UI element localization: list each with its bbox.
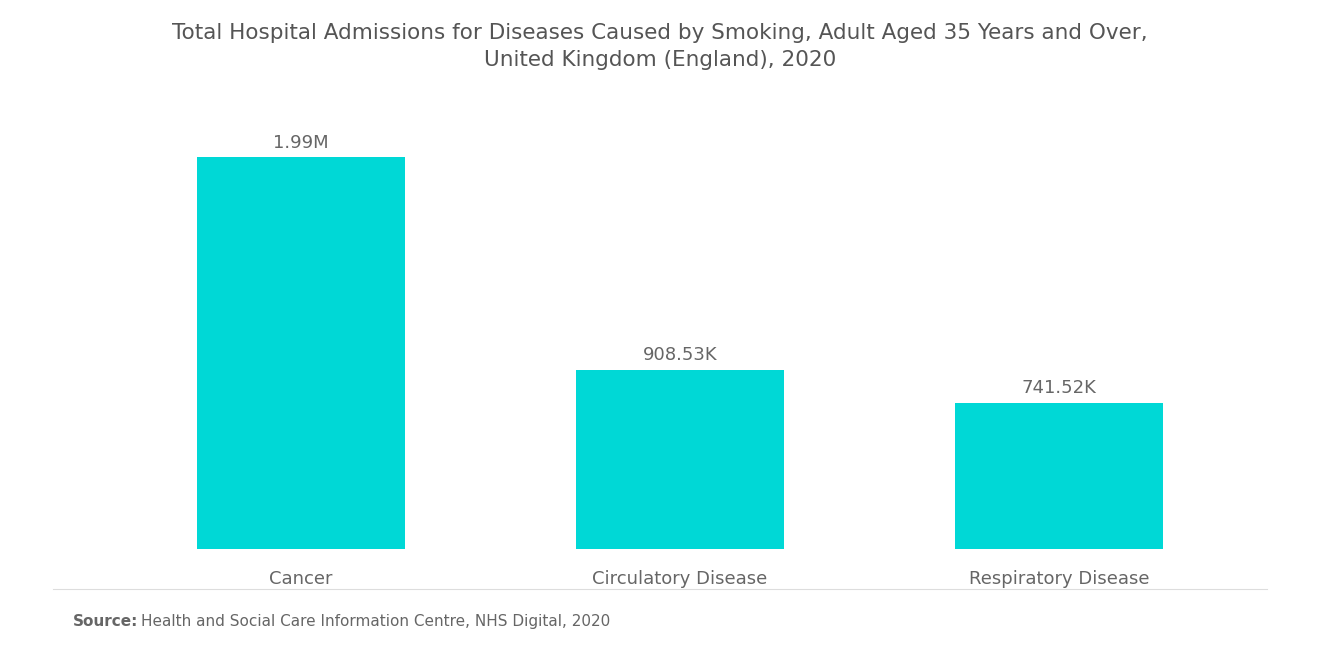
Text: Total Hospital Admissions for Diseases Caused by Smoking, Adult Aged 35 Years an: Total Hospital Admissions for Diseases C… bbox=[172, 23, 1148, 43]
Text: Source:: Source: bbox=[73, 614, 139, 629]
Bar bbox=[576, 370, 784, 549]
Text: 741.52K: 741.52K bbox=[1022, 379, 1096, 397]
Text: United Kingdom (England), 2020: United Kingdom (England), 2020 bbox=[484, 50, 836, 70]
Text: Health and Social Care Information Centre, NHS Digital, 2020: Health and Social Care Information Centr… bbox=[141, 614, 610, 629]
Bar bbox=[197, 158, 405, 549]
Bar bbox=[954, 403, 1163, 549]
Text: 1.99M: 1.99M bbox=[273, 134, 329, 152]
Text: 908.53K: 908.53K bbox=[643, 346, 717, 364]
